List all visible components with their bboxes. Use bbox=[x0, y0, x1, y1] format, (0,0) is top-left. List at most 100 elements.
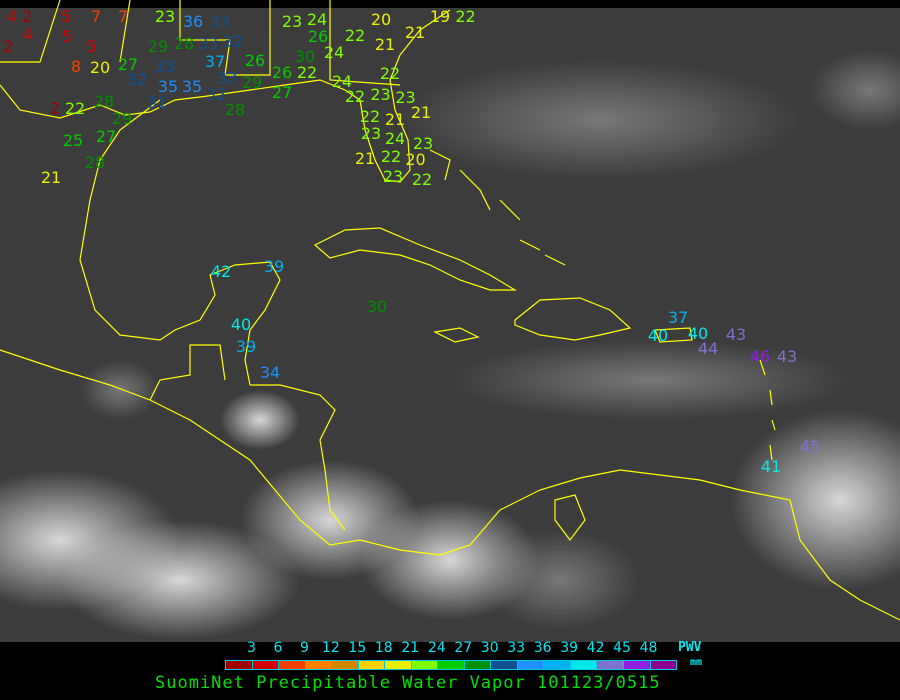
legend-swatch bbox=[279, 661, 306, 669]
legend-tick-label: 12 bbox=[321, 640, 340, 656]
puerto-rico bbox=[654, 327, 693, 343]
station-pwv-value: 19 bbox=[430, 7, 450, 26]
venezuela-lake bbox=[554, 494, 586, 541]
station-pwv-value: 21 bbox=[411, 103, 431, 122]
border-states bbox=[179, 0, 401, 86]
legend-swatch bbox=[570, 661, 598, 669]
legend-swatch bbox=[385, 661, 412, 669]
legend-swatch bbox=[623, 661, 651, 669]
station-pwv-value: 29 bbox=[148, 37, 168, 56]
station-pwv-value: 36 bbox=[183, 12, 203, 31]
station-pwv-value: 20 bbox=[371, 10, 391, 29]
station-pwv-value: 23 bbox=[413, 134, 433, 153]
gulf-coast-us bbox=[0, 9, 451, 183]
station-pwv-value: 22 bbox=[297, 63, 317, 82]
station-pwv-value: 27 bbox=[272, 83, 292, 102]
station-pwv-value: 32 bbox=[206, 85, 226, 104]
station-pwv-value: 39 bbox=[264, 257, 284, 276]
legend-tick-label: 15 bbox=[348, 640, 367, 656]
station-pwv-value: 5 bbox=[61, 7, 71, 26]
station-pwv-value: 30 bbox=[367, 297, 387, 316]
legend-tick-label: 6 bbox=[273, 640, 283, 656]
legend-tick-label: 48 bbox=[639, 640, 658, 656]
station-pwv-value: 5 bbox=[87, 37, 97, 56]
legend-tick-label: 24 bbox=[427, 640, 446, 656]
legend-swatch bbox=[544, 661, 571, 669]
map-title: SuomiNet Precipitable Water Vapor 101123… bbox=[155, 673, 661, 693]
station-pwv-value: 7 bbox=[118, 7, 128, 26]
legend-swatch bbox=[226, 661, 253, 669]
legend-unit-mm: mm bbox=[690, 657, 703, 668]
station-pwv-value: 44 bbox=[698, 339, 718, 358]
station-pwv-value: 31 bbox=[147, 93, 167, 112]
central-america-caribbean-coast bbox=[250, 384, 346, 531]
legend-swatch bbox=[517, 661, 545, 669]
station-pwv-value: 23 bbox=[383, 167, 403, 186]
legend-swatch bbox=[464, 661, 492, 669]
legend-tick-label: 9 bbox=[299, 640, 309, 656]
legend-swatch bbox=[252, 661, 280, 669]
lesser-antilles bbox=[759, 359, 776, 461]
station-pwv-value: 22 bbox=[360, 107, 380, 126]
station-pwv-value: 22 bbox=[65, 99, 85, 118]
station-pwv-value: 32 bbox=[127, 70, 147, 89]
bahamas bbox=[429, 149, 566, 266]
station-pwv-value: 28 bbox=[225, 100, 245, 119]
station-pwv-value: 23 bbox=[370, 85, 390, 104]
station-pwv-value: 43 bbox=[777, 347, 797, 366]
color-scale-bar bbox=[225, 660, 677, 670]
station-pwv-value: 24 bbox=[332, 72, 352, 91]
legend-tick-label: 39 bbox=[560, 640, 579, 656]
station-pwv-value: 26 bbox=[308, 27, 328, 46]
station-pwv-value: 26 bbox=[272, 63, 292, 82]
station-pwv-value: 30 bbox=[295, 47, 315, 66]
station-pwv-value: 5 bbox=[62, 27, 72, 46]
station-pwv-value: 24 bbox=[324, 43, 344, 62]
legend-swatch bbox=[305, 661, 333, 669]
station-pwv-value: 37 bbox=[668, 308, 688, 327]
station-pwv-value: 43 bbox=[726, 325, 746, 344]
station-pwv-value: 33 bbox=[198, 34, 218, 53]
station-pwv-value: 21 bbox=[41, 168, 61, 187]
central-america bbox=[0, 349, 900, 621]
legend-tick-label: 18 bbox=[374, 640, 393, 656]
coastlines-and-borders bbox=[0, 0, 900, 621]
station-pwv-value: 26 bbox=[245, 51, 265, 70]
station-pwv-value: 7 bbox=[91, 7, 101, 26]
station-pwv-value: 28 bbox=[94, 92, 114, 111]
station-pwv-value: 2 bbox=[22, 7, 32, 26]
legend: 3 6 9 12 15 18 21 24 27 30 33 36 39 42 45 48 PWV mm Suo… bbox=[0, 640, 900, 700]
station-pwv-value: 28 bbox=[85, 153, 105, 172]
station-pwv-value: 4 bbox=[7, 7, 17, 26]
station-pwv-value: 35 bbox=[158, 77, 178, 96]
legend-unit-pwv: PWV bbox=[678, 640, 702, 655]
station-pwv-value: 24 bbox=[307, 10, 327, 29]
hispaniola bbox=[514, 297, 632, 341]
legend-swatch bbox=[491, 661, 518, 669]
legend-tick-label: 30 bbox=[480, 640, 499, 656]
station-pwv-value: 34 bbox=[260, 363, 280, 382]
station-pwv-value: 45 bbox=[800, 437, 820, 456]
legend-swatch bbox=[332, 661, 359, 669]
legend-tick-label: 36 bbox=[533, 640, 552, 656]
station-pwv-value: 35 bbox=[182, 77, 202, 96]
station-pwv-value: 21 bbox=[375, 35, 395, 54]
top-black-strip bbox=[0, 0, 900, 8]
station-pwv-value: 24 bbox=[385, 129, 405, 148]
station-pwv-value: 20 bbox=[90, 58, 110, 77]
legend-tick-label: 27 bbox=[454, 640, 473, 656]
station-pwv-value: 21 bbox=[385, 110, 405, 129]
station-pwv-value: 28 bbox=[174, 34, 194, 53]
station-pwv-value: 23 bbox=[155, 7, 175, 26]
legend-tick-label: 3 bbox=[247, 640, 256, 656]
station-pwv-value: 22 bbox=[345, 26, 365, 45]
legend-swatch bbox=[411, 661, 439, 669]
border-guatemala bbox=[149, 344, 226, 401]
legend-tick-label: 42 bbox=[586, 640, 605, 656]
station-pwv-value: 25 bbox=[63, 131, 83, 150]
legend-tick-label: 33 bbox=[507, 640, 526, 656]
legend-swatch bbox=[650, 661, 677, 669]
legend-swatch bbox=[358, 661, 386, 669]
station-pwv-value: 39 bbox=[236, 337, 256, 356]
station-pwv-value: 2 bbox=[50, 99, 60, 118]
